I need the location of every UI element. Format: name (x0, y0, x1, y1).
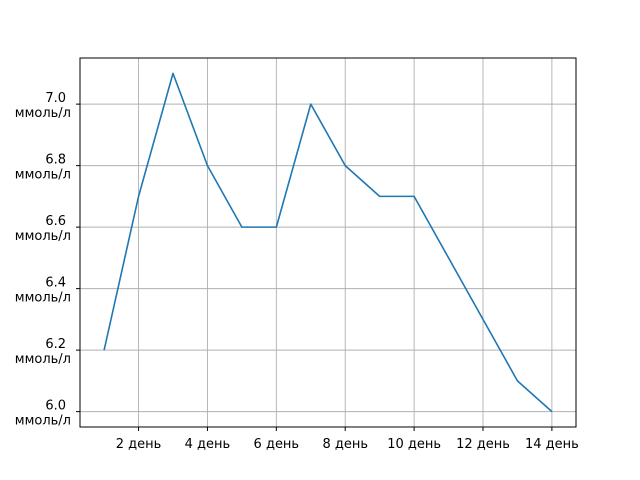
y-tick-value: 6.8 (45, 153, 66, 168)
y-tick-label: 6.2 ммоль/л (15, 337, 71, 367)
y-tick-value: 6.6 (45, 214, 66, 229)
y-tick-value: 6.2 (45, 337, 66, 352)
series-line-0 (103, 72, 553, 413)
x-tick-label: 2 день (116, 437, 162, 452)
y-tick-unit: ммоль/л (15, 106, 71, 121)
y-tick-value: 6.4 (45, 276, 66, 291)
x-tick-label: 14 день (525, 437, 579, 452)
x-tick-label: 12 день (456, 437, 510, 452)
y-tick-value: 6.0 (45, 399, 66, 414)
y-tick-label: 6.8 ммоль/л (15, 153, 71, 183)
x-tick-label: 10 день (387, 437, 441, 452)
x-tick-label: 6 день (254, 437, 300, 452)
grid (80, 58, 576, 427)
x-tick-label: 4 день (185, 437, 231, 452)
axis-ticks: 2 день 4 день 6 день 8 день 10 день 12 день 14… (15, 91, 579, 452)
y-tick-label: 6.6 ммоль/л (15, 214, 71, 244)
x-tick-label: 8 день (322, 437, 368, 452)
series-layer (103, 72, 553, 413)
y-tick-unit: ммоль/л (15, 414, 71, 429)
y-tick-unit: ммоль/л (15, 168, 71, 183)
y-tick-value: 7.0 (45, 91, 66, 106)
y-tick-unit: ммоль/л (15, 352, 71, 367)
y-tick-label: 6.4 ммоль/л (15, 276, 71, 306)
y-tick-label: 6.0 ммоль/л (15, 399, 71, 429)
y-tick-label: 7.0 ммоль/л (15, 91, 71, 121)
plot-frame (79, 57, 577, 428)
y-tick-unit: ммоль/л (15, 229, 71, 244)
y-tick-unit: ммоль/л (15, 291, 71, 306)
